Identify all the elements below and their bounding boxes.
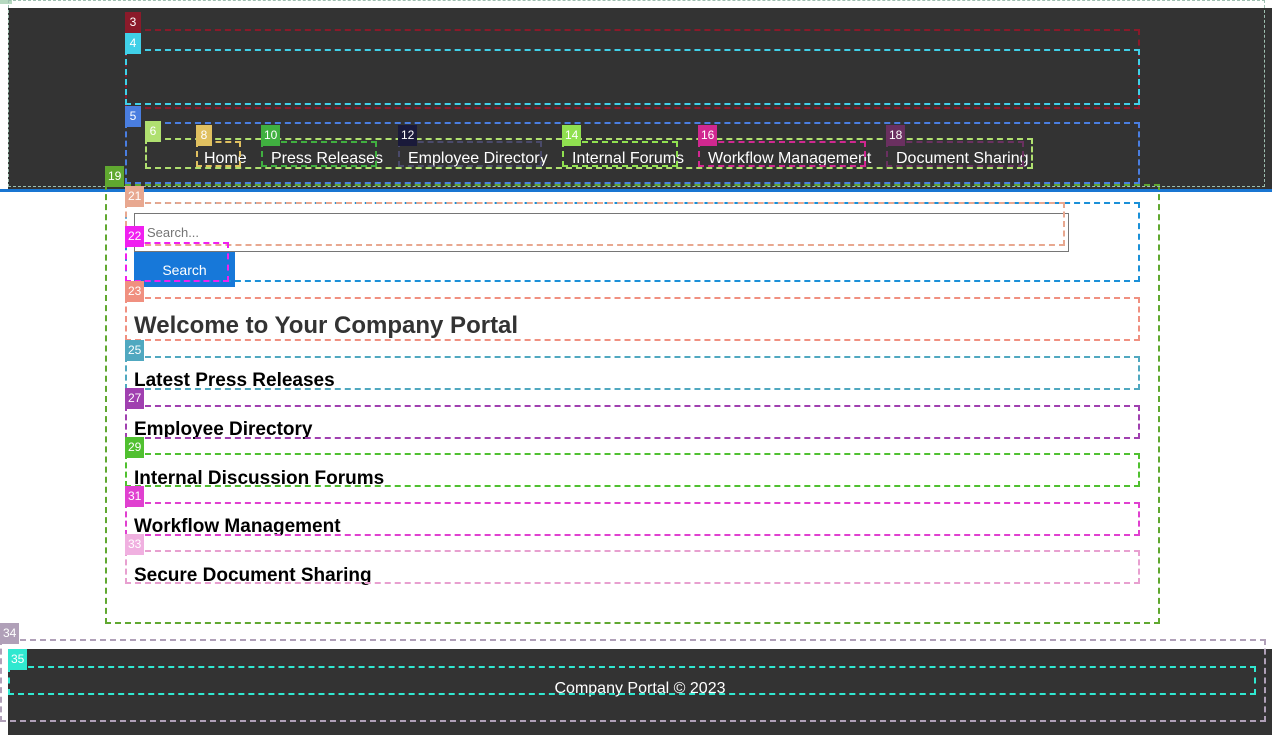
mark-label: 3 (125, 12, 141, 33)
mark-label: 14 (562, 125, 582, 146)
mark-label: 4 (125, 33, 141, 54)
section-title-press-releases: Latest Press Releases (134, 370, 335, 391)
nav-link-workflow-management[interactable]: Workflow Management (708, 150, 872, 167)
mark-label: 5 (125, 106, 141, 127)
mark-label: 29 (125, 437, 145, 458)
nav-link-internal-forums[interactable]: Internal Forums (572, 150, 685, 167)
mark-label: 34 (0, 623, 20, 644)
nav-link-home[interactable]: Home (204, 150, 247, 167)
search-input[interactable] (134, 213, 1069, 252)
mark-label: 10 (261, 125, 281, 146)
header-accent-rule (0, 189, 1272, 192)
nav-link-employee-directory[interactable]: Employee Directory (408, 150, 548, 167)
footer-copyright: Company Portal © 2023 (554, 680, 726, 697)
search-button[interactable]: Search (134, 252, 235, 287)
section-title-workflow-management: Workflow Management (134, 516, 341, 537)
nav-link-press-releases[interactable]: Press Releases (271, 150, 384, 167)
mark-label: 16 (698, 125, 718, 146)
mark-label: 18 (886, 125, 906, 146)
mark-label: 6 (145, 121, 161, 142)
corner-artifact (0, 0, 12, 4)
section-title-document-sharing: Secure Document Sharing (134, 565, 372, 586)
mark-label: 31 (125, 486, 145, 507)
page-title: Welcome to Your Company Portal (134, 312, 519, 339)
mark-label: 22 (125, 226, 145, 247)
mark-label: 35 (8, 649, 28, 670)
mark-label: 23 (125, 281, 145, 302)
section-title-discussion-forums: Internal Discussion Forums (134, 468, 385, 489)
mark-label: 19 (105, 166, 125, 187)
mark-label: 27 (125, 388, 145, 409)
mark-label: 12 (398, 125, 418, 146)
mark-label: 21 (125, 186, 145, 207)
nav-link-document-sharing[interactable]: Document Sharing (896, 150, 1029, 167)
mark-label: 33 (125, 534, 145, 555)
mark-label: 8 (196, 125, 212, 146)
site-header (8, 8, 1272, 191)
section-title-employee-directory: Employee Directory (134, 419, 313, 440)
mark-label: 25 (125, 340, 145, 361)
